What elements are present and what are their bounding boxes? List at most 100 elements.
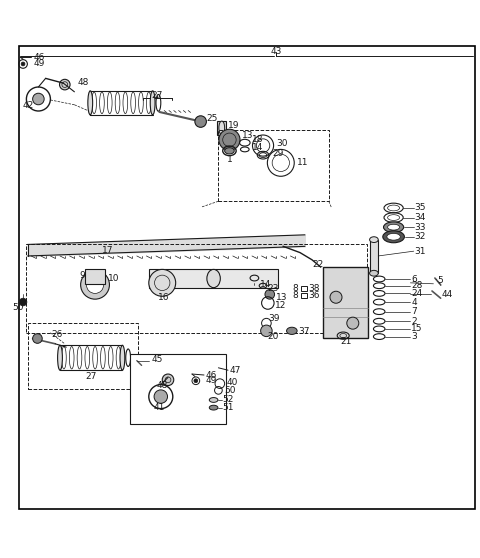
Text: 4: 4 <box>411 297 417 306</box>
Circle shape <box>19 298 27 306</box>
Circle shape <box>261 325 272 336</box>
Text: 28: 28 <box>411 281 423 290</box>
Bar <box>149 270 278 287</box>
Ellipse shape <box>384 222 404 233</box>
Circle shape <box>33 334 42 343</box>
Text: 6: 6 <box>411 275 417 283</box>
Text: 46: 46 <box>34 53 45 62</box>
Circle shape <box>265 290 275 299</box>
Ellipse shape <box>219 121 225 134</box>
Text: 49: 49 <box>34 60 45 69</box>
Text: 41: 41 <box>154 403 165 412</box>
Text: 14: 14 <box>260 280 272 289</box>
Ellipse shape <box>209 405 218 410</box>
Text: 26: 26 <box>51 330 62 339</box>
Text: 9: 9 <box>80 271 85 280</box>
Text: 13: 13 <box>242 132 254 141</box>
Text: 14: 14 <box>252 143 264 152</box>
Text: 50: 50 <box>12 304 24 312</box>
Circle shape <box>154 390 168 403</box>
Ellipse shape <box>58 345 62 370</box>
Ellipse shape <box>387 233 400 240</box>
Bar <box>218 130 329 201</box>
Text: 46: 46 <box>205 371 217 379</box>
Text: 17: 17 <box>102 246 114 254</box>
Circle shape <box>194 379 198 383</box>
Text: 45: 45 <box>151 355 163 364</box>
Text: 10: 10 <box>108 273 120 282</box>
Text: 37: 37 <box>299 328 310 336</box>
Text: 21: 21 <box>340 337 351 346</box>
Text: 3: 3 <box>411 332 417 341</box>
Bar <box>28 323 138 389</box>
Text: 50: 50 <box>225 386 236 395</box>
Text: 34: 34 <box>415 213 426 222</box>
Text: 39: 39 <box>268 314 279 323</box>
Ellipse shape <box>225 148 234 154</box>
Text: 27: 27 <box>152 91 163 100</box>
Text: 47: 47 <box>229 365 241 375</box>
Text: 16: 16 <box>158 293 170 302</box>
Text: 43: 43 <box>270 46 282 55</box>
Circle shape <box>21 62 25 66</box>
Text: 8: 8 <box>293 284 299 293</box>
Circle shape <box>149 270 176 296</box>
Text: 19: 19 <box>228 121 240 130</box>
Text: 52: 52 <box>223 396 234 405</box>
Circle shape <box>33 93 44 105</box>
Bar <box>301 294 307 298</box>
Ellipse shape <box>370 237 378 243</box>
Ellipse shape <box>287 327 297 334</box>
Bar <box>301 286 307 291</box>
Text: 1: 1 <box>227 156 232 165</box>
Text: 42: 42 <box>23 101 34 110</box>
Text: 35: 35 <box>415 204 426 213</box>
Text: 36: 36 <box>308 291 320 300</box>
Ellipse shape <box>387 224 399 230</box>
Ellipse shape <box>150 91 155 115</box>
Circle shape <box>60 79 70 90</box>
Text: 20: 20 <box>268 332 279 341</box>
Text: 30: 30 <box>276 138 288 148</box>
Ellipse shape <box>383 231 404 243</box>
Circle shape <box>195 116 206 127</box>
Circle shape <box>219 129 240 150</box>
Text: 7: 7 <box>411 307 417 316</box>
Text: 33: 33 <box>415 223 426 232</box>
Text: 5: 5 <box>437 276 443 286</box>
Bar <box>370 239 378 273</box>
Text: 38: 38 <box>308 284 320 293</box>
Text: 18: 18 <box>252 135 264 145</box>
Circle shape <box>81 271 109 299</box>
Text: 31: 31 <box>415 247 426 256</box>
Text: 8: 8 <box>293 291 299 300</box>
Text: 11: 11 <box>297 158 308 167</box>
Ellipse shape <box>347 317 359 329</box>
Text: 51: 51 <box>223 403 234 412</box>
Text: 40: 40 <box>227 378 238 387</box>
Circle shape <box>162 374 174 386</box>
Text: 22: 22 <box>312 260 323 269</box>
Text: 24: 24 <box>411 289 422 298</box>
Bar <box>323 267 368 338</box>
Bar <box>26 244 367 333</box>
Text: 27: 27 <box>85 372 97 382</box>
Text: 29: 29 <box>273 149 284 158</box>
Ellipse shape <box>88 91 93 115</box>
Text: 49: 49 <box>205 376 217 385</box>
Bar <box>85 270 105 284</box>
Ellipse shape <box>330 291 342 303</box>
Text: 48: 48 <box>78 78 89 86</box>
Text: 12: 12 <box>275 301 286 310</box>
Ellipse shape <box>207 270 220 287</box>
Ellipse shape <box>370 271 378 276</box>
Bar <box>217 121 226 135</box>
Text: 2: 2 <box>411 317 417 326</box>
Text: 15: 15 <box>411 324 423 334</box>
Text: 13: 13 <box>276 293 288 302</box>
Bar <box>130 354 226 424</box>
Text: 25: 25 <box>206 114 218 123</box>
Text: 44: 44 <box>442 290 453 299</box>
Text: 23: 23 <box>268 284 279 293</box>
Text: 48: 48 <box>156 381 168 390</box>
